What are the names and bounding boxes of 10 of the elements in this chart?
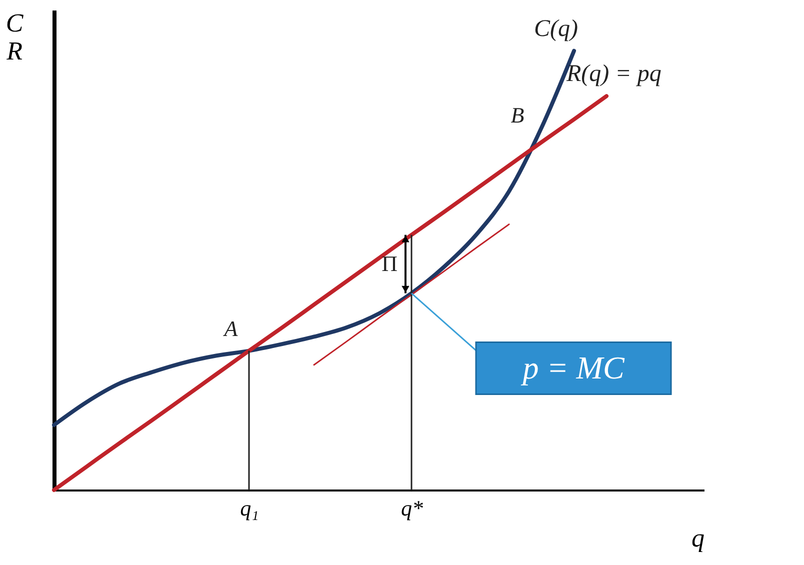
series-label: C(q) (534, 16, 578, 42)
annotation: B (510, 102, 524, 128)
x-tick-label: q* (401, 496, 423, 520)
annotation: Π (382, 251, 398, 276)
x-axis-title: q (692, 524, 704, 552)
x-tick-label: q₁ (240, 496, 259, 520)
y-axis-title: C R (6, 8, 24, 66)
annotation: p = MC (520, 349, 625, 386)
series-label: R(q) = pq (566, 61, 662, 88)
annotation: A (222, 316, 238, 341)
